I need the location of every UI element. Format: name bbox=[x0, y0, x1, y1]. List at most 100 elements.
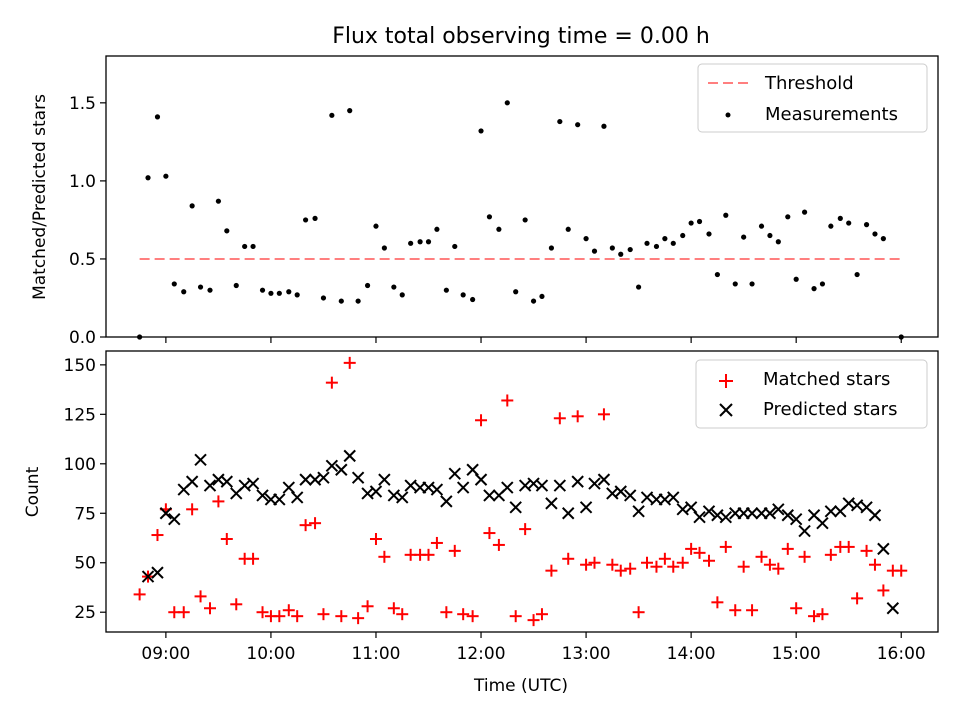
matched-star-marker bbox=[606, 558, 619, 571]
matched-star-marker bbox=[737, 560, 750, 573]
matched-star-marker bbox=[729, 604, 742, 617]
measurement-point bbox=[443, 287, 449, 293]
legend-predicted-swatch bbox=[719, 403, 733, 417]
matched-star-marker bbox=[519, 523, 532, 536]
matched-star-marker bbox=[851, 592, 864, 605]
predicted-star-marker bbox=[588, 477, 601, 490]
matched-star-marker bbox=[641, 556, 654, 569]
top-y-axis: 0.0 0.5 1.0 1.5 bbox=[69, 94, 106, 348]
predicted-star-marker bbox=[203, 479, 217, 492]
legend-measurements-label: Measurements bbox=[765, 104, 898, 125]
predicted-star-marker bbox=[290, 491, 304, 504]
measurement-point bbox=[530, 298, 537, 304]
measurement-point bbox=[460, 292, 466, 298]
predicted-star-marker bbox=[168, 512, 181, 526]
measurement-point bbox=[496, 226, 502, 232]
measurement-point bbox=[242, 243, 248, 250]
measurement-point bbox=[391, 284, 397, 290]
matched-star-marker bbox=[816, 608, 829, 621]
matched-star-marker bbox=[448, 544, 461, 557]
measurement-point bbox=[215, 198, 222, 204]
measurement-point bbox=[583, 236, 589, 242]
predicted-star-marker bbox=[378, 473, 391, 486]
measurement-point bbox=[145, 175, 151, 181]
measurement-point bbox=[723, 212, 729, 218]
matched-star-marker bbox=[895, 564, 908, 577]
measurement-point bbox=[233, 282, 239, 289]
measurement-point bbox=[548, 245, 555, 251]
predicted-star-marker bbox=[850, 499, 864, 512]
matched-star-marker bbox=[685, 542, 698, 555]
predicted-star-marker bbox=[684, 501, 698, 514]
matched-star-marker bbox=[632, 606, 645, 619]
bottom-xtick-label: 11:00 bbox=[351, 644, 400, 664]
predicted-star-marker bbox=[343, 449, 356, 463]
bottom-ytick-label: 75 bbox=[74, 504, 96, 524]
matched-star-marker bbox=[440, 606, 453, 619]
measurement-point bbox=[601, 123, 607, 129]
legend-threshold-label: Threshold bbox=[764, 73, 854, 94]
predicted-star-marker bbox=[474, 473, 488, 486]
legend-matched-swatch bbox=[719, 374, 733, 388]
matched-star-marker bbox=[545, 564, 558, 577]
measurement-point bbox=[811, 286, 817, 292]
measurement-point bbox=[732, 281, 738, 287]
measurement-point bbox=[425, 239, 432, 245]
matched-star-marker bbox=[220, 532, 233, 545]
matched-star-marker bbox=[667, 560, 680, 573]
measurement-point bbox=[268, 290, 274, 296]
measurement-point bbox=[696, 218, 703, 225]
bottom-panel: 25 50 75 100 125 150 09:00 10:00 11:00 12:00 13:0… bbox=[23, 350, 939, 696]
predicted-points bbox=[141, 449, 900, 615]
predicted-star-marker bbox=[151, 566, 164, 579]
bottom-xlabel: Time (UTC) bbox=[473, 676, 568, 696]
measurement-point bbox=[171, 281, 177, 287]
predicted-star-marker bbox=[868, 509, 882, 522]
matched-star-marker bbox=[868, 558, 881, 571]
matched-star-marker bbox=[325, 376, 338, 389]
matched-star-marker bbox=[492, 538, 505, 551]
matched-star-marker bbox=[291, 610, 304, 623]
matched-star-marker bbox=[808, 610, 821, 623]
matched-star-marker bbox=[702, 554, 715, 567]
matched-star-marker bbox=[299, 519, 312, 532]
measurement-point bbox=[373, 223, 379, 229]
predicted-star-marker bbox=[369, 485, 383, 498]
matched-star-marker bbox=[562, 552, 575, 565]
bottom-legend: Matched stars Predicted stars bbox=[695, 359, 928, 429]
top-ytick-label: 1.0 bbox=[69, 172, 96, 192]
matched-star-marker bbox=[790, 602, 803, 615]
bottom-xtick-label: 12:00 bbox=[457, 644, 506, 664]
bottom-ytick-label: 100 bbox=[64, 455, 96, 475]
measurement-point bbox=[286, 289, 292, 295]
matched-star-marker bbox=[535, 608, 548, 621]
measurement-point bbox=[706, 231, 712, 237]
measurement-point bbox=[302, 217, 309, 223]
matched-star-marker bbox=[650, 560, 663, 573]
measurement-point bbox=[758, 223, 765, 229]
measurement-point bbox=[355, 298, 361, 304]
bottom-xtick-label: 09:00 bbox=[141, 644, 190, 664]
measurement-point bbox=[434, 226, 440, 232]
measurement-point bbox=[399, 292, 405, 298]
matched-points bbox=[133, 356, 908, 627]
measurement-point bbox=[714, 271, 720, 278]
measurement-point bbox=[329, 112, 335, 118]
predicted-star-marker bbox=[220, 475, 234, 488]
measurement-point bbox=[259, 287, 266, 293]
bottom-ylabel: Count bbox=[23, 466, 43, 517]
matched-star-marker bbox=[177, 606, 190, 619]
matched-star-marker bbox=[553, 412, 566, 425]
predicted-star-marker bbox=[798, 524, 811, 538]
measurement-point bbox=[539, 293, 545, 300]
matched-star-marker bbox=[614, 564, 627, 577]
bottom-ytick-label: 25 bbox=[74, 603, 96, 623]
bottom-y-axis: 25 50 75 100 125 150 bbox=[64, 356, 106, 623]
matched-star-marker bbox=[230, 598, 243, 611]
predicted-star-marker bbox=[141, 570, 155, 583]
predicted-star-marker bbox=[571, 475, 584, 488]
predicted-star-marker bbox=[299, 473, 312, 486]
matched-star-marker bbox=[527, 614, 540, 627]
matched-star-marker bbox=[186, 503, 199, 516]
